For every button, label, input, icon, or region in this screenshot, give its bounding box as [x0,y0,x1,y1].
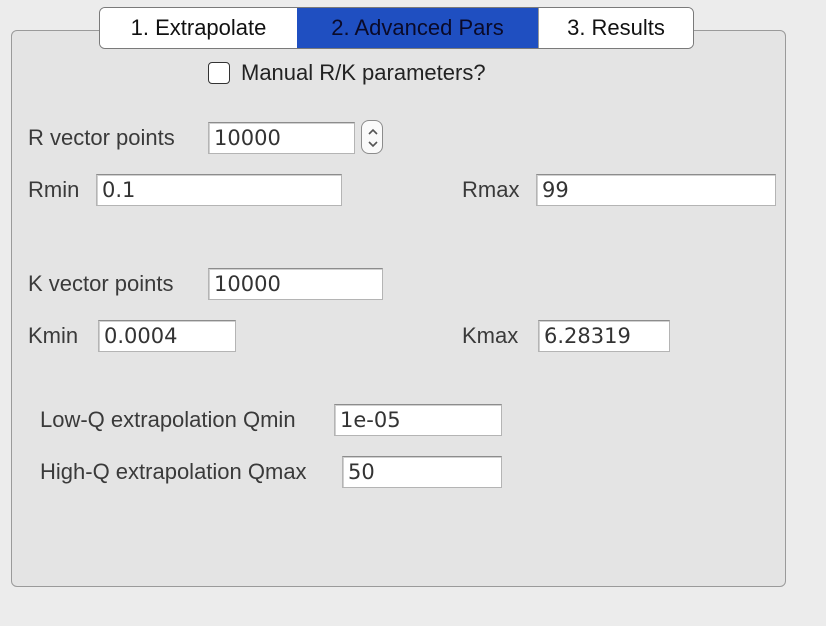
r-vector-points-stepper[interactable] [361,120,383,154]
stepper-up-icon [368,128,378,135]
tab-advanced-pars[interactable]: 2. Advanced Pars [297,8,538,48]
manual-rk-checkbox[interactable] [208,62,230,84]
tab-results[interactable]: 3. Results [538,8,693,48]
r-vector-points-label: R vector points [28,125,175,150]
k-vector-points-input[interactable]: 10000 [208,268,383,300]
r-vector-points-input[interactable]: 10000 [208,122,355,154]
lowq-input[interactable]: 1e-05 [334,404,502,436]
kmin-input[interactable]: 0.0004 [98,320,236,352]
kmax-input[interactable]: 6.28319 [538,320,670,352]
rmax-input[interactable]: 99 [536,174,776,206]
lowq-label: Low-Q extrapolation Qmin [40,407,296,432]
k-vector-points-label: K vector points [28,271,174,296]
highq-input[interactable]: 50 [342,456,502,488]
rmax-label: Rmax [462,177,520,202]
rmin-label: Rmin [28,177,80,202]
advanced-pars-panel [11,30,786,587]
tab-bar: 1. Extrapolate 2. Advanced Pars 3. Resul… [99,7,694,49]
stepper-down-icon [368,141,378,148]
kmax-label: Kmax [462,323,519,348]
manual-rk-label: Manual R/K parameters? [241,60,486,85]
tab-extrapolate[interactable]: 1. Extrapolate [100,8,297,48]
rmin-input[interactable]: 0.1 [96,174,342,206]
highq-label: High-Q extrapolation Qmax [40,459,307,484]
kmin-label: Kmin [28,323,79,348]
